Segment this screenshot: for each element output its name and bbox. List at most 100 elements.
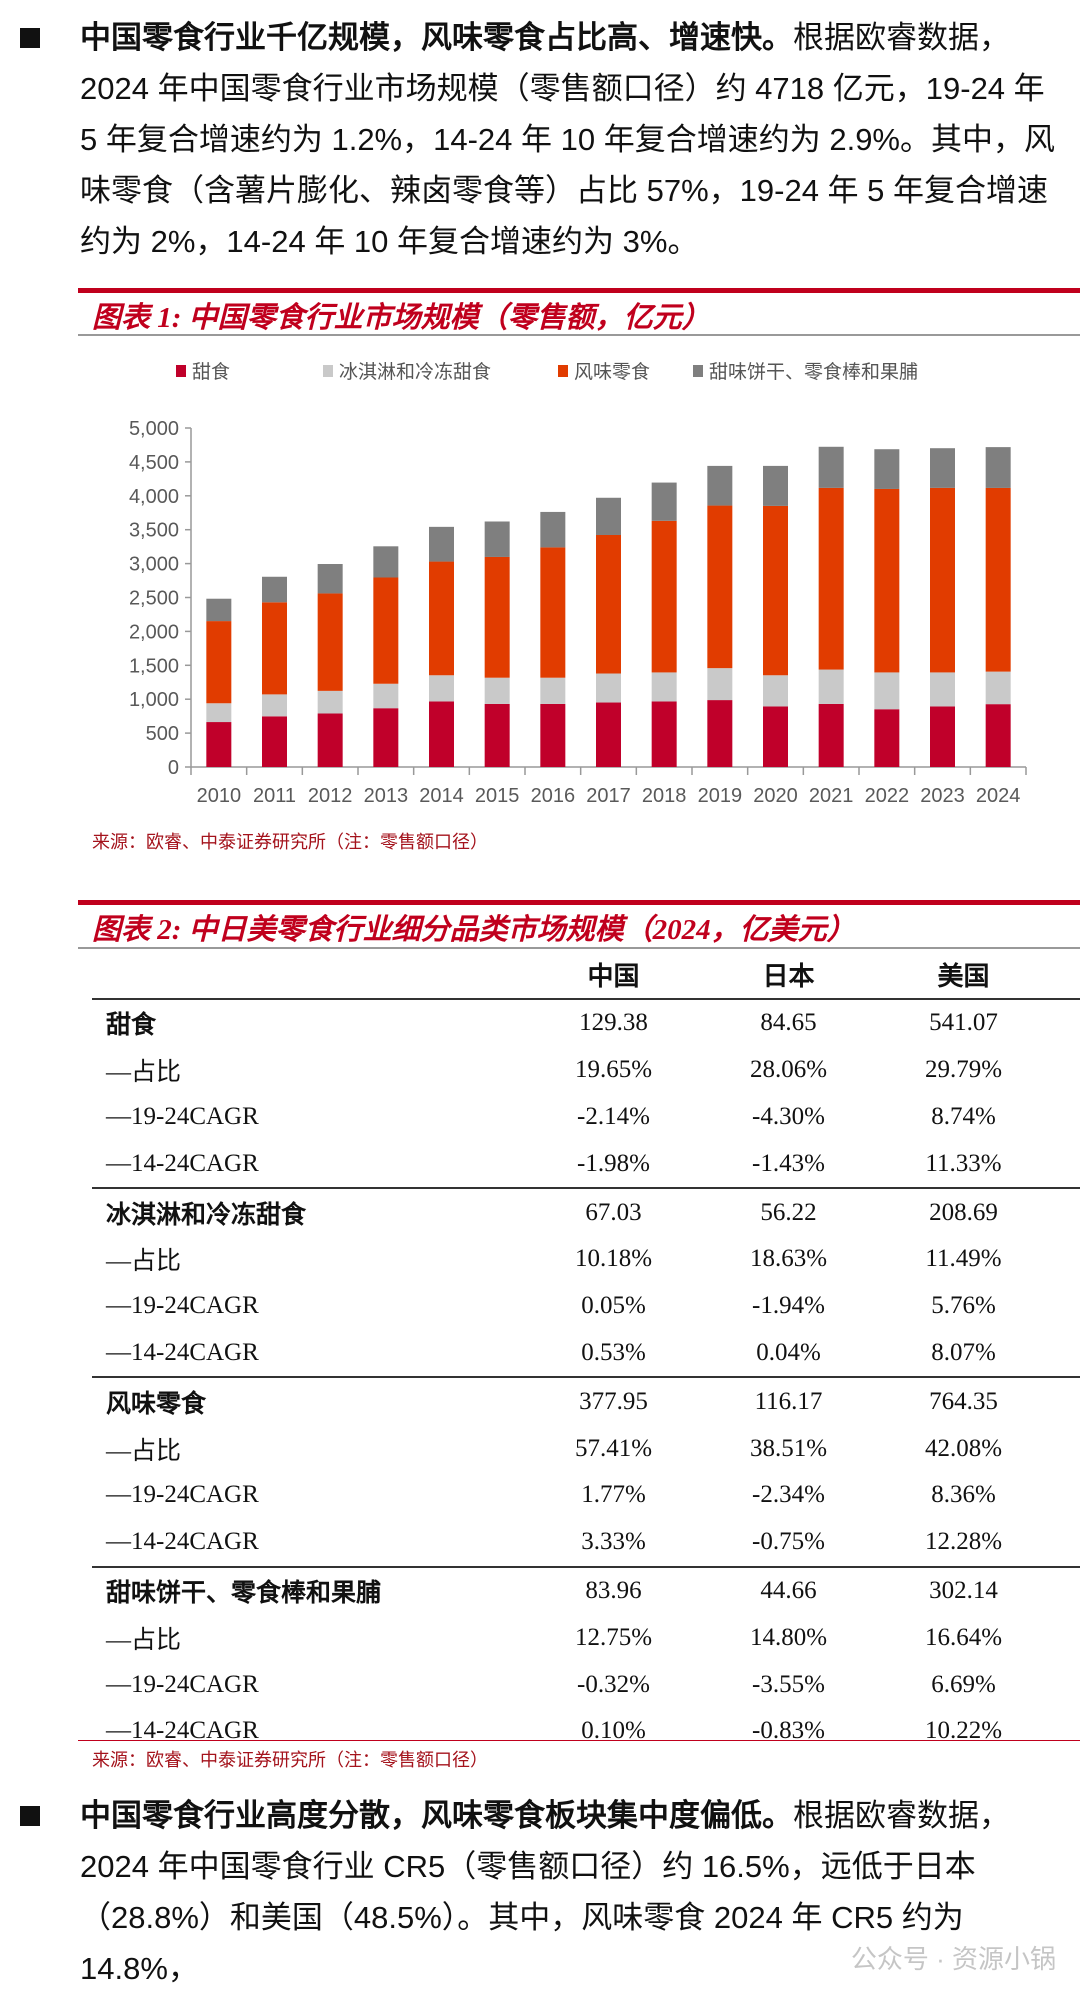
table-cell: 12.75% [574,1623,653,1651]
paragraph-2: 中国零食行业高度分散，风味零食板块集中度偏低。根据欧睿数据，2024 年中国零食… [80,1790,1055,1994]
x-tick-label: 2016 [531,785,576,807]
x-tick-label: 2024 [976,785,1021,807]
y-tick-label: 3,500 [129,520,179,542]
bar-segment [596,702,621,767]
bar-segment [540,547,566,678]
table-cell: 302.14 [929,1576,998,1604]
bar-segment [651,482,677,521]
table-cell: 0.05% [581,1292,646,1320]
x-tick-label: 2021 [809,785,854,807]
bar-segment [874,709,900,767]
table-cell: 3.33% [581,1528,646,1556]
table-cell: 56.22 [760,1198,817,1226]
bar-segment [874,488,900,673]
bar-segment [985,704,1011,767]
table-cell: 42.08% [924,1434,1003,1462]
row-label: —占比 [106,1437,182,1465]
bar-segment [206,598,232,622]
bar-segment [484,556,510,678]
bar-segment [930,706,955,767]
row-label: —19-24CAGR [106,1481,259,1509]
bar-segment [930,487,955,673]
x-tick-label: 2017 [586,785,631,807]
bar-segment [262,602,287,695]
table-cell: -1.43% [752,1149,825,1177]
y-tick-label: 500 [146,723,179,745]
table-cell: 6.69% [931,1670,996,1698]
bar-segment [707,668,733,701]
figure-2-source: 来源：欧睿、中泰证券研究所（注：零售额口径） [92,1750,488,1770]
x-tick-label: 2010 [197,785,242,807]
table-cell: 19.65% [574,1056,653,1084]
table-row: —14-24CAGR 0.53% 0.04% 8.07% [92,1330,1080,1377]
table-row: —14-24CAGR -1.98% -1.43% 11.33% [92,1140,1080,1187]
legend-swatch [323,365,333,377]
x-tick-label: 2022 [865,785,910,807]
bar-segment [484,677,510,704]
bar-segment [429,526,454,562]
table-row: —19-24CAGR -0.32% -3.55% 6.69% [92,1661,1080,1708]
bullet-icon [20,1806,40,1826]
bar-segment [763,505,788,676]
table-cell: 541.07 [929,1009,998,1037]
bar-segment [262,576,287,603]
bar-segment [317,593,343,691]
table-cell: 29.79% [924,1056,1003,1084]
figure-2-divider [78,947,1080,949]
x-tick-label: 2012 [308,785,353,807]
table-cell: 12.28% [924,1528,1003,1556]
x-tick-label: 2015 [475,785,519,807]
table-header: 日本 [762,961,815,991]
row-label: 甜食 [106,1012,157,1040]
bar-segment [985,487,1011,672]
bar-segment [707,465,733,506]
row-label: —14-24CAGR [106,1717,259,1745]
table-cell: -0.75% [752,1528,825,1556]
table-cell: 14.80% [749,1623,828,1651]
table-cell: -4.30% [752,1102,825,1130]
row-label: 甜味饼干、零食棒和果脯 [106,1579,382,1607]
table-row: —占比 12.75% 14.80% 16.64% [92,1614,1080,1661]
table-cell: -2.34% [752,1481,825,1509]
bar-segment [484,703,510,767]
row-label: —19-24CAGR [106,1670,259,1698]
bar-segment [206,703,232,723]
bar-segment [930,672,955,707]
figure-1-source: 来源：欧睿、中泰证券研究所（注：零售额口径） [92,832,488,852]
table-cell: 0.53% [581,1338,646,1366]
table-group-row: 甜食 129.38 84.65 541.07 [92,1000,1080,1047]
figure-1-title: 图表 1: 中国零食行业市场规模（零售额，亿元） [92,302,711,334]
bar-segment [651,672,677,702]
row-label: —19-24CAGR [106,1102,259,1130]
bar-segment [484,521,510,557]
row-label: —占比 [106,1248,182,1276]
table-header: 中国 [587,961,640,991]
bar-segment [206,722,232,767]
legend-label: 甜食 [192,361,230,383]
bar-segment [596,673,621,703]
table-cell: 208.69 [929,1198,998,1226]
table-row: —19-24CAGR -2.14% -4.30% 8.74% [92,1094,1080,1141]
bar-segment [818,703,844,767]
bar-segment [985,447,1011,488]
table-cell: 11.49% [925,1245,1002,1273]
bar-segment [317,564,343,594]
bar-segment [373,683,399,709]
row-label: —占比 [106,1626,182,1654]
table-cell: 84.65 [760,1009,817,1037]
table-cell: 10.18% [574,1245,653,1273]
bar-segment [763,465,788,506]
row-label: —14-24CAGR [106,1149,259,1177]
table-cell: 8.74% [931,1102,996,1130]
stacked-bar-chart: 甜食 冰淇淋和冷冻甜食 风味零食 甜味饼干、零食棒和果脯 0 500 1,000 1,500 2… [129,361,1027,807]
table-group-row: 风味零食 377.95 116.17 764.35 [92,1376,1080,1425]
table-cell: 116.17 [754,1387,823,1415]
bar-segment [429,561,454,676]
x-tick-label: 2020 [753,785,798,807]
table-cell: 8.07% [931,1338,996,1366]
bar-segment [874,672,900,710]
table-cell: 0.10% [581,1717,646,1745]
x-tick-label: 2023 [920,785,965,807]
table-cell: 10.22% [924,1717,1003,1745]
table-cell: 67.03 [585,1198,642,1226]
